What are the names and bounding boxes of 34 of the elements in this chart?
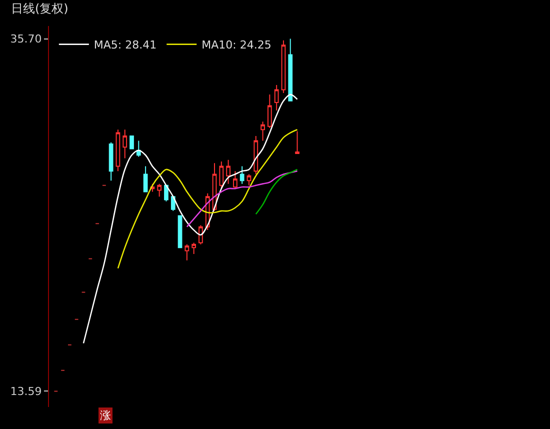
legend-label: MA5: 28.41 <box>94 38 157 52</box>
candlestick <box>254 136 258 175</box>
candlestick <box>219 161 224 190</box>
legend-label: MA10: 24.25 <box>202 38 272 52</box>
candlestick <box>116 129 120 172</box>
candlestick <box>178 215 182 248</box>
line-series <box>186 170 298 228</box>
text: 涨 <box>100 409 111 422</box>
candlestick <box>295 130 300 154</box>
chart-title: 日线(复权) <box>11 2 68 16</box>
candlestick <box>267 94 272 129</box>
candlestick <box>164 184 168 202</box>
candlestick <box>198 224 203 245</box>
candlestick <box>246 174 252 186</box>
candlestick <box>184 244 190 261</box>
candlestick <box>240 166 244 184</box>
candlestick <box>122 129 128 159</box>
candlestick <box>143 166 148 192</box>
candlestick <box>288 38 293 102</box>
candlestick <box>281 40 286 94</box>
candlestick <box>260 121 265 142</box>
y-tick-label: 35.70 <box>10 32 42 46</box>
candlestick <box>108 142 114 182</box>
line-series <box>117 128 298 269</box>
candlestick <box>130 136 134 150</box>
candlestick <box>274 84 279 111</box>
line-series <box>255 168 298 215</box>
candlestick <box>192 242 196 254</box>
line-series <box>82 94 298 344</box>
candlestick <box>136 140 141 158</box>
y-tick-label: 13.59 <box>10 385 42 398</box>
candlestick <box>226 159 230 184</box>
candlestick <box>233 170 238 190</box>
candlestick <box>157 183 162 198</box>
